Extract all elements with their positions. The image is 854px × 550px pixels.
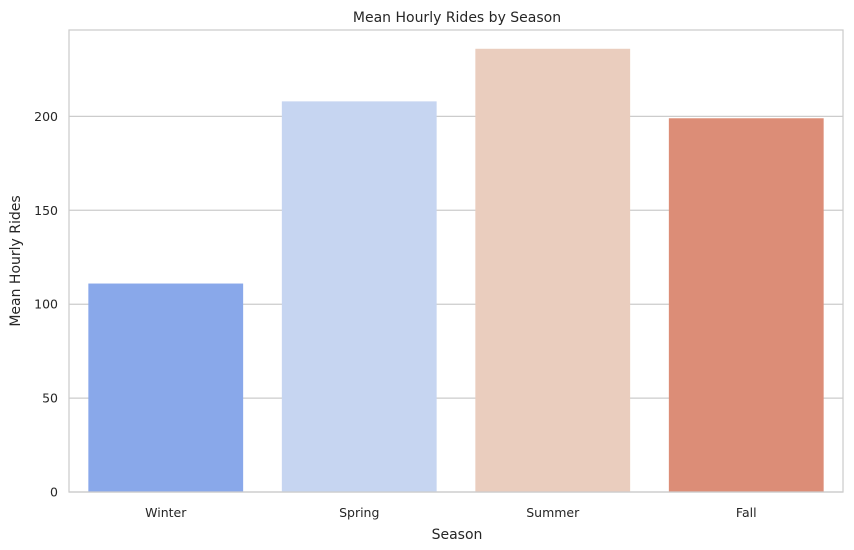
y-tick-label: 50: [42, 391, 58, 406]
y-tick-label: 150: [34, 203, 58, 218]
bar-spring: [281, 101, 437, 493]
y-tick-label: 100: [34, 297, 58, 312]
x-tick-label: Summer: [526, 505, 580, 520]
x-tick-label: Spring: [339, 505, 379, 520]
chart-title: Mean Hourly Rides by Season: [353, 10, 561, 26]
x-tick-labels: Winter Spring Summer Fall: [145, 505, 756, 520]
bar-fall: [668, 118, 824, 492]
y-axis-label: Mean Hourly Rides: [8, 195, 24, 326]
bar-winter: [88, 283, 244, 492]
plot-frame: [68, 29, 844, 493]
y-tick-label: 0: [50, 485, 58, 500]
x-tick-label: Winter: [145, 505, 187, 520]
y-tick-label: 200: [34, 109, 58, 124]
x-tick-label: Fall: [736, 505, 757, 520]
bars: [88, 48, 824, 493]
x-axis-label: Season: [432, 527, 483, 543]
bar-summer: [475, 48, 631, 492]
y-tick-labels: 0 50 100 150 200: [34, 109, 58, 500]
